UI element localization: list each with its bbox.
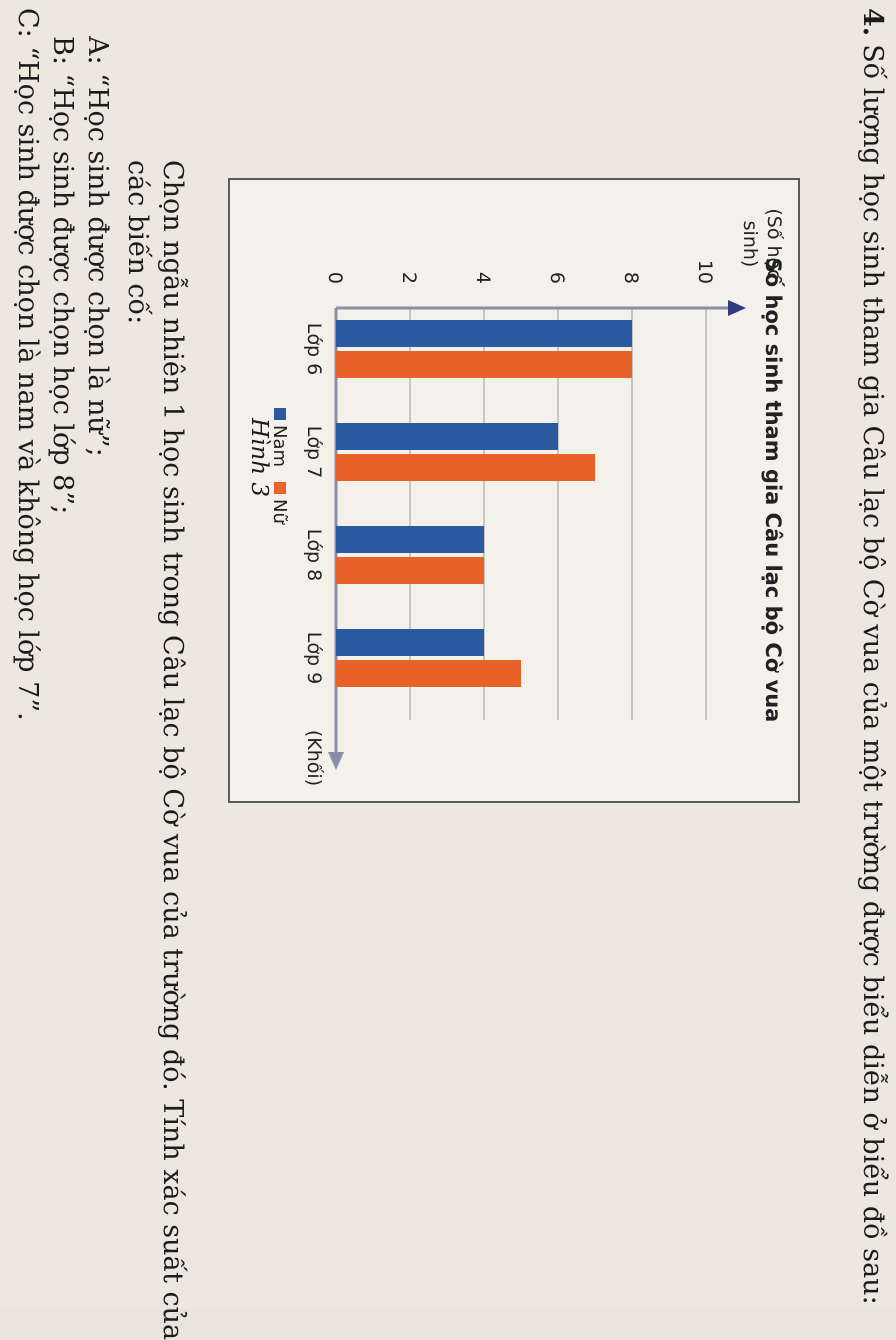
task-line-1: Chọn ngẫu nhiên 1 học sinh trong Câu lạc… [157,160,188,1340]
y-axis-label-line1: (Số học [763,208,785,279]
bar-nam [336,526,484,553]
y-tick-label: 2 [398,272,420,284]
y-tick-label: 4 [472,272,494,284]
task-line-2: các biến cố: [122,160,153,325]
x-tick-label: Lớp 8 [303,529,325,581]
chart-title: Số học sinh tham gia Câu lạc bộ Cờ vua [761,258,785,723]
event-a: A: “Học sinh được chọn là nữ”; [82,36,113,457]
x-axis-label: (Khối) [303,730,325,786]
x-axis-arrow [328,752,344,770]
bar-chart: Số học sinh tham gia Câu lạc bộ Cờ vua(S… [269,208,785,786]
y-tick-label: 8 [620,272,642,284]
bar-nu [336,351,632,378]
legend-swatch-nam [274,408,286,420]
y-axis-label-line2: sinh) [739,221,761,268]
y-axis-arrow [728,300,746,316]
y-tick-label: 0 [324,272,346,284]
bar-nu [336,557,484,584]
problem-statement: 4. Số lượng học sinh tham gia Câu lạc bộ … [856,8,888,1305]
y-tick-label: 10 [694,260,716,284]
legend-label: Nam [269,425,290,467]
bar-nam [336,320,632,347]
x-tick-label: Lớp 6 [303,323,325,375]
bar-nam [336,423,558,450]
figure-caption: Hình 3 [246,418,272,497]
problem-number: 4. [857,8,888,37]
x-tick-label: Lớp 7 [303,426,325,478]
y-tick-label: 6 [546,272,568,284]
event-c: C: “Học sinh được chọn là nam và không h… [12,8,43,721]
bar-nam [336,629,484,656]
legend-label: Nữ [269,499,290,525]
bar-nu [336,454,595,481]
figure-box: Số học sinh tham gia Câu lạc bộ Cờ vua (S… [228,178,800,803]
problem-statement-text: Số lượng học sinh tham gia Câu lạc bộ Cờ… [857,44,888,1305]
x-tick-label: Lớp 9 [303,632,325,684]
textbook-page: 4. Số lượng học sinh tham gia Câu lạc bộ … [12,8,888,1340]
event-b: B: “Học sinh được chọn học lớp 8”; [47,36,78,515]
bar-nu [336,660,521,687]
legend-swatch-nu [274,482,286,494]
